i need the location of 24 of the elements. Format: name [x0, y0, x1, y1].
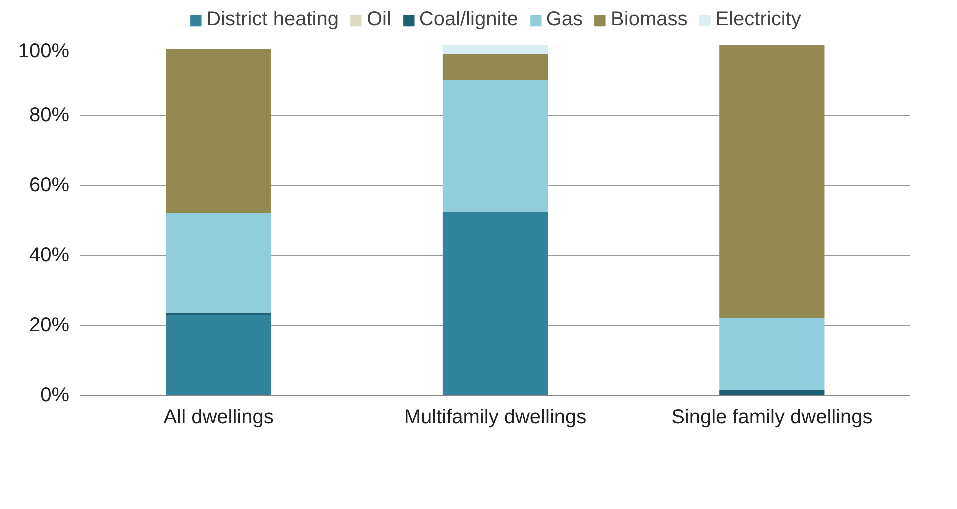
bar [442, 54, 548, 80]
legend-label: District heating [206, 8, 339, 32]
y-tick-label: 40% [29, 244, 70, 266]
y-tick-label: 80% [29, 104, 70, 126]
y-tick-label: 20% [29, 314, 70, 336]
legend-label: Oil [366, 8, 392, 32]
legend-label: Biomass [611, 8, 688, 32]
bar [442, 46, 548, 54]
x-tick-label: Multifamily dwellings [404, 406, 587, 428]
bar [166, 315, 272, 396]
legend-label: Coal/lignite [419, 8, 518, 32]
bar [442, 212, 548, 396]
y-tick-label: 100% [18, 40, 70, 62]
bar [720, 318, 825, 390]
legend-label: Gas [546, 8, 584, 32]
bar [166, 214, 272, 314]
y-tick-label: 60% [29, 174, 70, 196]
y-tick-label: 0% [40, 384, 70, 406]
legend-label: Electricity [716, 8, 802, 32]
bar [442, 80, 548, 212]
x-tick-label: All dwellings [164, 406, 274, 428]
bar [720, 46, 825, 318]
bar [166, 49, 272, 214]
x-tick-label: Single family dwellings [672, 406, 873, 428]
